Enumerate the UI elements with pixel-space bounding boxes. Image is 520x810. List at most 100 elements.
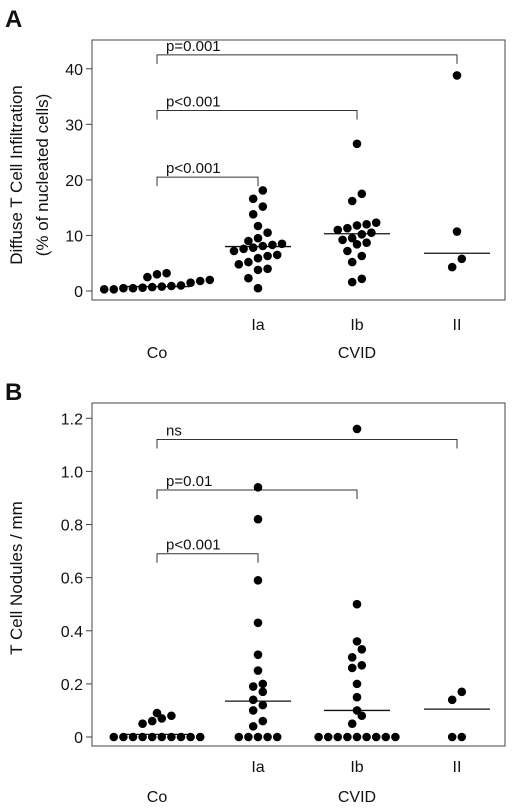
data-point (452, 227, 462, 236)
data-point (239, 244, 248, 254)
significance-bracket (156, 439, 458, 449)
data-point (258, 716, 268, 726)
y-tick-label: 20 (65, 173, 83, 190)
data-point (357, 645, 367, 654)
data-point (381, 732, 391, 742)
data-point (347, 719, 357, 729)
group-label: CVID (338, 789, 376, 806)
data-point (352, 637, 362, 646)
data-point (253, 618, 263, 628)
data-point (457, 687, 467, 697)
data-point (357, 189, 367, 199)
panel-label: A (5, 6, 22, 33)
data-point (244, 273, 253, 283)
data-point (128, 732, 138, 742)
y-tick-label: 0.8 (61, 518, 83, 535)
data-point (277, 239, 287, 249)
data-point (347, 663, 357, 673)
data-point (452, 71, 462, 80)
data-point (152, 708, 162, 718)
data-point (244, 257, 253, 267)
data-point (343, 246, 352, 256)
data-point (362, 220, 371, 229)
data-point (457, 732, 467, 742)
data-point (258, 687, 268, 697)
y-tick-label: 10 (65, 228, 83, 245)
p-value-label: p<0.001 (166, 93, 221, 110)
data-point (268, 240, 277, 250)
y-axis-label: T Cell Nodules / mm (7, 501, 26, 655)
data-point (244, 732, 253, 742)
significance-bracket (156, 553, 259, 563)
group-label: Co (147, 789, 168, 806)
data-point (263, 251, 272, 261)
data-point (195, 732, 205, 742)
data-point (128, 283, 138, 293)
data-point (272, 250, 282, 260)
data-point (138, 283, 147, 292)
data-point (447, 695, 457, 705)
p-value-label: ns (166, 423, 182, 440)
data-point (371, 732, 381, 742)
data-point (253, 483, 263, 492)
data-point (109, 285, 119, 294)
data-point (253, 221, 263, 231)
data-point (109, 732, 119, 742)
x-tick-label: Ia (251, 317, 264, 334)
data-point (176, 281, 186, 290)
data-point (253, 265, 263, 275)
data-point (357, 251, 367, 261)
data-point (263, 264, 272, 274)
plot-frame (91, 402, 506, 747)
data-point (119, 283, 128, 293)
p-value-label: p<0.001 (166, 160, 221, 177)
data-point (338, 235, 347, 245)
significance-bracket (156, 176, 259, 187)
data-point (157, 282, 167, 291)
y-tick-label: 1.0 (61, 464, 83, 481)
data-point (457, 254, 467, 264)
data-point (352, 599, 362, 609)
data-point (352, 692, 362, 702)
data-point (253, 233, 263, 243)
data-point (352, 679, 362, 689)
y-axis-label: (% of nucleated cells) (33, 94, 52, 257)
data-point (147, 282, 157, 292)
data-point (253, 253, 263, 263)
data-point (176, 732, 186, 742)
data-point (195, 276, 205, 286)
data-point (186, 732, 195, 742)
data-point (248, 243, 258, 252)
data-point (357, 274, 367, 284)
data-point (352, 221, 362, 230)
data-point (147, 716, 157, 726)
data-point (253, 283, 263, 293)
y-tick-label: 1.2 (61, 411, 83, 428)
data-point (258, 186, 268, 195)
y-tick-label: 0.6 (61, 571, 83, 588)
significance-bracket (156, 109, 358, 120)
x-tick-label: Ib (350, 759, 363, 776)
y-axis-label: Diffuse T Cell Infiltration (7, 85, 26, 265)
data-point (323, 732, 333, 742)
x-tick-label: II (453, 759, 462, 776)
data-point (234, 260, 244, 269)
data-point (253, 575, 263, 585)
data-point (248, 722, 258, 731)
data-point (362, 238, 371, 247)
data-point (333, 225, 343, 235)
data-point (248, 194, 258, 204)
data-point (362, 732, 371, 742)
p-value-label: p=0.001 (166, 38, 221, 55)
data-point (258, 679, 268, 689)
plot-frame (91, 39, 506, 301)
data-point (253, 732, 263, 742)
data-point (258, 202, 268, 211)
data-point (248, 210, 258, 219)
x-tick-label: II (453, 317, 462, 334)
group-label: CVID (338, 345, 376, 362)
data-point (258, 700, 268, 710)
data-point (258, 241, 268, 251)
data-point (167, 281, 176, 291)
